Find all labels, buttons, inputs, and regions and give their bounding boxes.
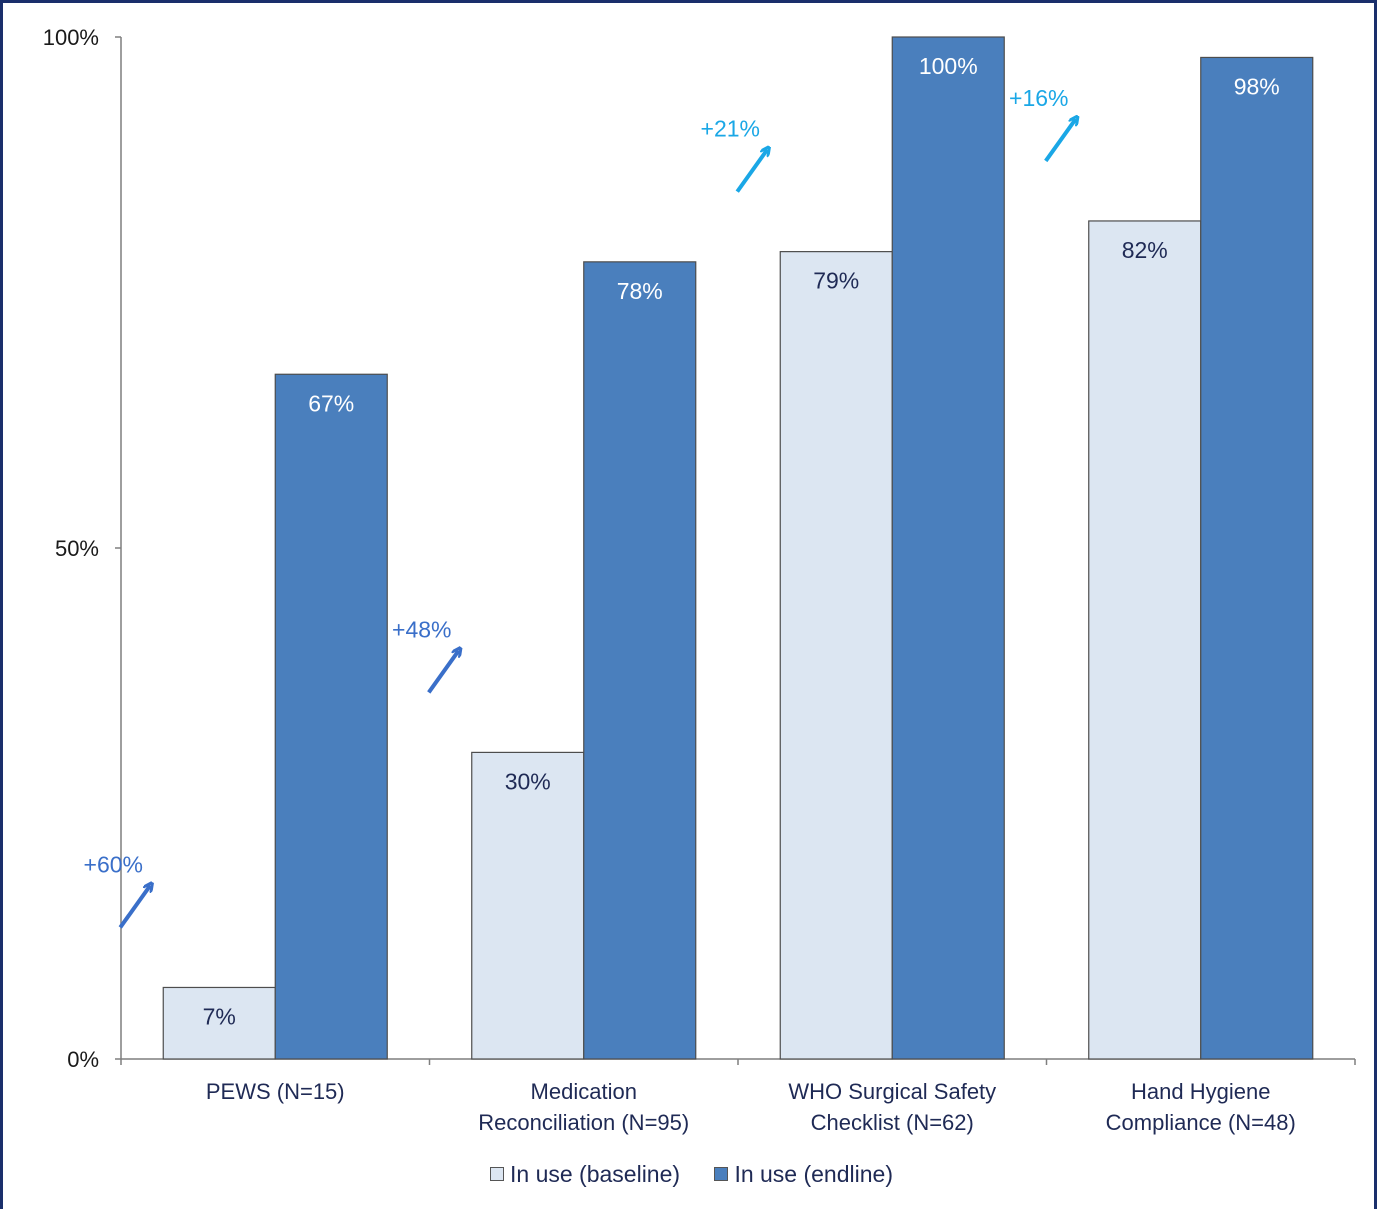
x-category-label-line: PEWS (N=15) [206, 1079, 345, 1104]
x-category-label-line: Checklist (N=62) [811, 1110, 974, 1135]
x-category-label: WHO Surgical Safety Checklist (N=62) [788, 1079, 996, 1135]
change-arrow-icon [118, 885, 150, 929]
x-category-label: Hand Hygiene Compliance (N=48) [1106, 1079, 1296, 1135]
data-labels: 7% 67% +60% 30% 78% +48% 79% 100% +21% 82% 98% +16% [84, 53, 1280, 1029]
x-category-label-line: WHO Surgical Safety [788, 1079, 996, 1104]
bar-chart: 0% 50% 100% PEWS (N=15) Medication Reconcilia… [43, 25, 1356, 1135]
bars [162, 36, 1314, 1060]
x-category-label-line: Compliance (N=48) [1106, 1110, 1296, 1135]
legend-swatch-baseline [490, 1167, 504, 1181]
y-tick-label: 100% [43, 25, 99, 50]
bar-baseline [471, 751, 585, 1060]
data-label: 82% [1122, 237, 1168, 263]
data-label: 67% [308, 390, 354, 416]
data-label: 7% [203, 1003, 236, 1029]
change-label: +21% [701, 116, 760, 142]
data-label: 30% [505, 768, 551, 794]
x-category-label: Medication Reconciliation (N=95) [478, 1079, 689, 1135]
change-label: +16% [1009, 85, 1068, 111]
legend-item-baseline: In use (baseline) [490, 1161, 680, 1188]
y-tick-label: 50% [55, 536, 99, 561]
x-category-label-line: Medication [531, 1079, 637, 1104]
axes: 0% 50% 100% PEWS (N=15) Medication Reconcilia… [43, 25, 1356, 1135]
change-label: +48% [392, 616, 451, 642]
bar-endline [583, 261, 697, 1060]
y-tick-label: 0% [67, 1047, 99, 1072]
legend-label-endline: In use (endline) [734, 1160, 893, 1187]
change-arrow-icon [427, 650, 459, 694]
data-label: 78% [617, 278, 663, 304]
bar-endline [1200, 56, 1314, 1060]
bar-endline [274, 373, 388, 1060]
data-label: 79% [813, 268, 859, 294]
x-category-label-line: Reconciliation (N=95) [478, 1110, 689, 1135]
change-arrow-icon [735, 150, 767, 193]
bar-baseline [162, 986, 276, 1060]
x-category-label: PEWS (N=15) [206, 1079, 345, 1104]
change-label: +60% [84, 851, 143, 877]
data-label: 100% [919, 53, 978, 79]
bar-baseline [779, 251, 893, 1060]
legend-label-baseline: In use (baseline) [510, 1160, 681, 1187]
bar-baseline [1088, 220, 1202, 1060]
legend-swatch-endline [714, 1167, 729, 1181]
x-category-label-line: Hand Hygiene [1131, 1079, 1270, 1104]
legend-item-endline: In use (endline) [714, 1161, 893, 1188]
legend: In use (baseline) In use (endline) [0, 1160, 1383, 1188]
data-label: 98% [1234, 73, 1280, 99]
change-arrow-icon [1044, 119, 1076, 163]
bar-endline [891, 36, 1005, 1060]
